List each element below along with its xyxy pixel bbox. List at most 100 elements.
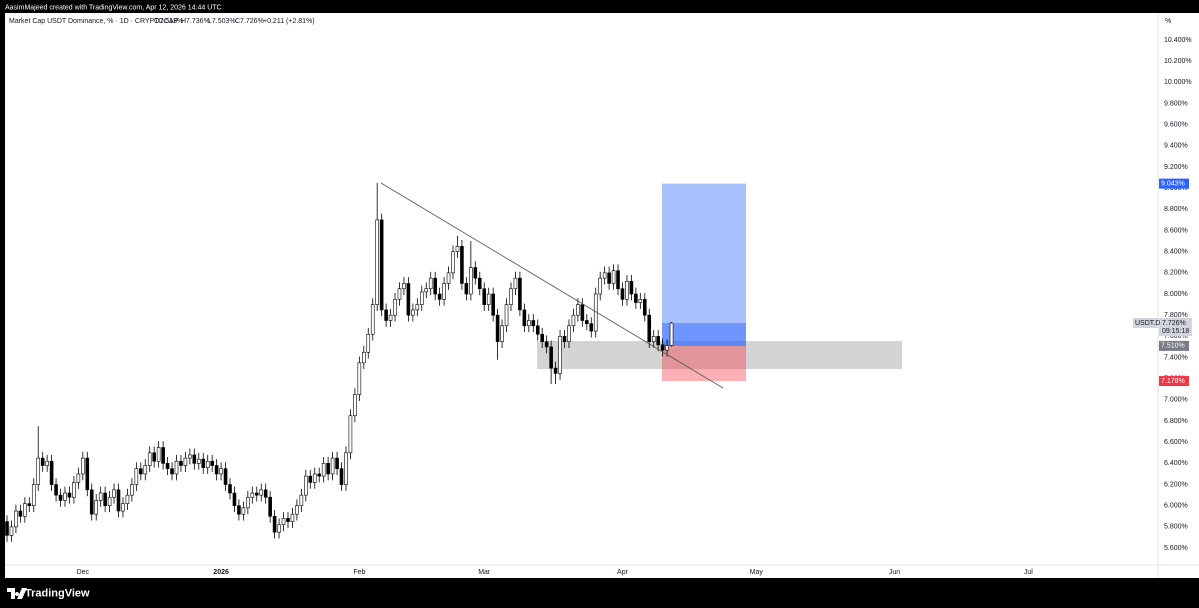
- candle-body: [446, 272, 451, 284]
- candle-body: [402, 283, 406, 290]
- y-tick-label: 6.400%: [1164, 460, 1188, 467]
- x-tick-label: Mar: [478, 569, 491, 576]
- candle-body: [58, 494, 63, 501]
- y-tick-label: 6.200%: [1164, 481, 1188, 488]
- y-tick-label: 7.400%: [1164, 354, 1188, 361]
- candle-body: [495, 314, 500, 342]
- price-axis: 5.600% 5.800% 6.000% 6.200% 6.400% 6.600% 6.80…: [77, 37, 1192, 576]
- last-price: 7.726%: [1162, 320, 1186, 327]
- byline: AasimMajeed created with TradingView.com…: [5, 4, 222, 11]
- trend-line: [380, 182, 724, 389]
- candle-body: [428, 277, 433, 290]
- candle-body: [179, 460, 183, 466]
- profit-fill: [662, 323, 746, 346]
- candle-body: [290, 513, 295, 522]
- candle-body: [304, 475, 308, 496]
- symbol-bg: [1133, 318, 1158, 329]
- candle-body: [312, 473, 317, 483]
- candle-body: [620, 288, 625, 300]
- y-tick-label: 9.200%: [1164, 164, 1188, 171]
- candle-body: [214, 465, 219, 475]
- target-zone: [662, 183, 746, 346]
- candle-body: [63, 492, 67, 501]
- candle-body: [156, 447, 161, 462]
- x-tick-label: 2026: [213, 569, 229, 576]
- candle-body: [36, 457, 41, 485]
- candle-body: [188, 454, 192, 459]
- candle-body: [89, 489, 94, 515]
- y-tick-label: 7.000%: [1164, 397, 1188, 404]
- candle-body: [616, 270, 620, 290]
- candle-body: [642, 299, 647, 316]
- candle-body: [411, 309, 415, 316]
- candle-body: [268, 496, 272, 517]
- symbol: USDT.D: [1135, 320, 1160, 327]
- candle-body: [94, 500, 99, 515]
- candle-body: [522, 309, 527, 327]
- target-tag-bg: [1159, 178, 1189, 189]
- unit-label: %: [1165, 18, 1171, 25]
- candle-body: [379, 219, 384, 311]
- candle-body: [477, 277, 482, 290]
- candle-body: [5, 521, 9, 536]
- candle-body: [250, 492, 255, 498]
- y-tick-label: 5.600%: [1164, 545, 1188, 552]
- candle-body: [455, 246, 460, 252]
- candle-body: [460, 246, 464, 284]
- candle-body: [473, 267, 478, 279]
- candle-body: [281, 518, 286, 526]
- candle-body: [665, 345, 669, 351]
- candle-body: [67, 492, 72, 498]
- candle-body: [544, 341, 549, 348]
- candle-body: [286, 518, 290, 522]
- candle-body: [45, 460, 49, 466]
- candle-body: [625, 281, 629, 300]
- candle-body: [335, 457, 339, 469]
- candle-body: [308, 475, 313, 483]
- candle-body: [629, 281, 634, 295]
- candle-body: [549, 346, 553, 369]
- candle-body: [183, 457, 188, 466]
- candle-body: [18, 510, 23, 517]
- candle-body: [139, 468, 143, 475]
- support-zone: [537, 341, 902, 369]
- candle-body: [116, 489, 121, 512]
- candle-body: [321, 463, 326, 477]
- candle-body: [437, 293, 442, 300]
- candle-body: [121, 503, 125, 512]
- candle-body: [651, 336, 656, 342]
- candle-body: [540, 333, 545, 342]
- candle-body: [241, 507, 246, 515]
- candle-body: [152, 452, 156, 462]
- candle-body: [330, 457, 335, 475]
- candle-body: [580, 304, 585, 321]
- y-tick-label: 9.800%: [1164, 100, 1188, 107]
- target-tag: 9.043%: [1161, 180, 1185, 187]
- candle-body: [576, 304, 580, 316]
- candle-body: [277, 524, 281, 533]
- y-tick-label: 10.400%: [1164, 37, 1192, 44]
- candle-body: [634, 293, 638, 303]
- x-tick-label: Jun: [889, 569, 900, 576]
- y-tick-label: 8.000%: [1164, 291, 1188, 298]
- candle-body: [518, 277, 522, 311]
- y-tick-label: 8.600%: [1164, 227, 1188, 234]
- candle-body: [464, 283, 469, 295]
- candle-body: [513, 277, 518, 290]
- y-tick-label: 10.200%: [1164, 58, 1192, 65]
- candle-body: [98, 492, 103, 501]
- candle-body: [246, 496, 250, 509]
- candle-body: [442, 283, 446, 300]
- chart-pane: [5, 13, 1199, 578]
- candle-body: [357, 362, 362, 395]
- stop-zone: [662, 345, 746, 382]
- candle-body: [299, 494, 304, 507]
- candle-body: [14, 510, 18, 528]
- candle-body: [295, 505, 299, 515]
- candle-body: [205, 460, 210, 468]
- candle-body: [9, 526, 14, 536]
- change: +0.211 (+2.81%): [263, 18, 315, 25]
- candle-body: [669, 322, 674, 346]
- candle-body: [170, 468, 174, 475]
- candle-body: [375, 219, 379, 305]
